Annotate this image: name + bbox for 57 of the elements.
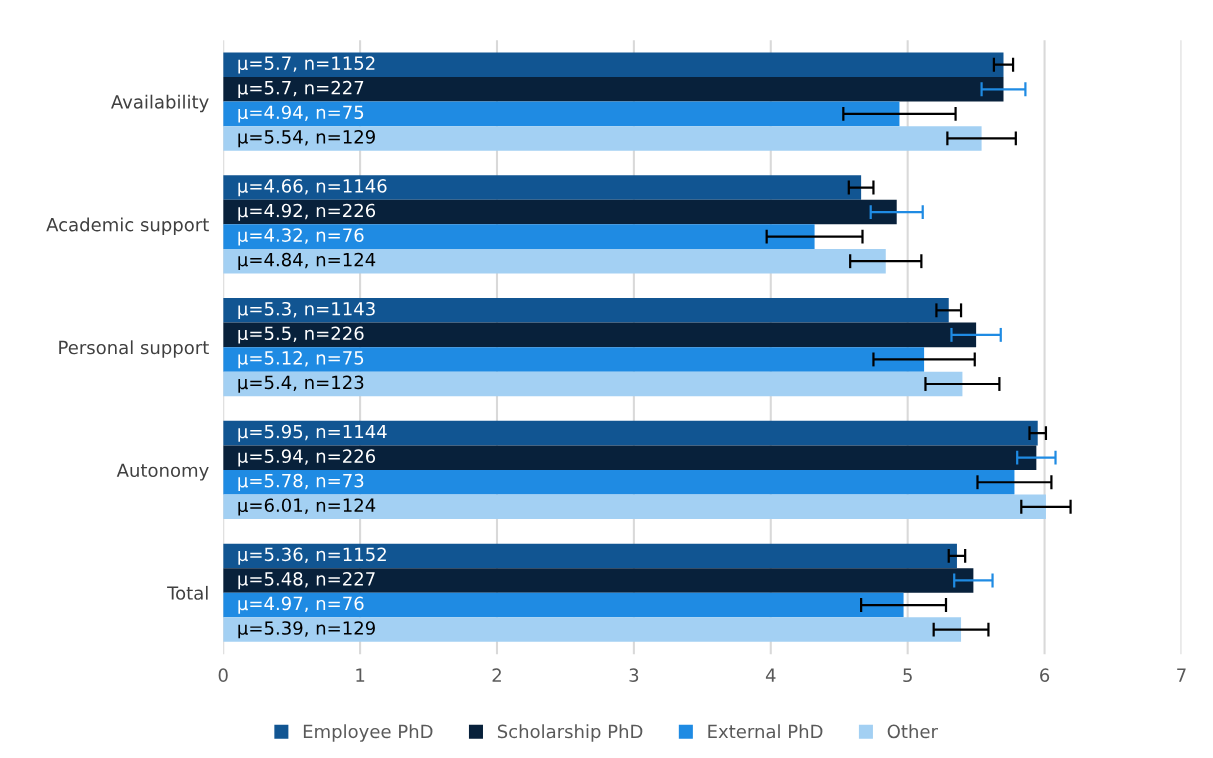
data-label: μ=5.4, n=123 (238, 375, 364, 393)
bar (223, 371, 963, 397)
data-label: μ=5.94, n=226 (238, 449, 376, 467)
legend-label: External PhD (708, 724, 823, 739)
data-label: μ=5.48, n=227 (238, 572, 375, 590)
data-label: μ=5.36, n=1152 (238, 547, 386, 565)
data-label: μ=5.7, n=227 (238, 80, 364, 99)
bar (223, 617, 962, 642)
data-label: μ=4.94, n=75 (238, 105, 364, 123)
legend-label: Scholarship PhD (497, 724, 643, 742)
bar (223, 298, 949, 323)
y-tick-label: Availability (111, 94, 209, 113)
data-label: μ=4.32, n=76 (238, 228, 364, 246)
x-tick-label: 3 (629, 668, 639, 683)
bar (223, 469, 1015, 495)
legend-label: Employee PhD (303, 724, 433, 742)
data-label: μ=5.7, n=1152 (238, 56, 375, 74)
data-label: μ=5.3, n=1143 (238, 301, 375, 320)
bar (223, 248, 886, 274)
data-label: μ=5.12, n=75 (238, 351, 364, 369)
x-tick-label: 0 (218, 668, 228, 683)
bar (223, 445, 1037, 470)
bar (223, 77, 1004, 102)
bar (223, 175, 862, 200)
bar (223, 420, 1038, 446)
x-tick-label: 2 (492, 668, 501, 682)
bar (223, 543, 957, 569)
data-label: μ=4.66, n=1146 (238, 179, 387, 197)
x-tick-label: 7 (1177, 668, 1186, 682)
bar (223, 592, 904, 618)
legend-label: Other (887, 724, 938, 739)
data-label: μ=4.97, n=76 (238, 596, 364, 614)
bar (223, 224, 815, 249)
bar (223, 494, 1046, 520)
data-label: μ=5.78, n=73 (238, 473, 364, 491)
bar (223, 101, 900, 127)
bar (223, 347, 925, 372)
y-tick-label: Personal support (59, 340, 209, 358)
x-tick-label: 1 (356, 668, 365, 682)
data-label: μ=5.95, n=1144 (238, 424, 387, 442)
bar (223, 568, 974, 593)
data-label: μ=4.92, n=226 (238, 203, 376, 221)
bar (223, 52, 1004, 78)
data-label: μ=5.5, n=226 (238, 326, 364, 344)
y-tick-label: Autonomy (116, 463, 209, 481)
data-label: μ=5.54, n=129 (238, 129, 375, 148)
x-tick-label: 6 (1040, 668, 1050, 683)
y-tick-label: Total (167, 585, 208, 600)
data-label: μ=4.84, n=124 (238, 252, 376, 270)
data-label: μ=5.39, n=129 (238, 621, 375, 639)
x-tick-label: 5 (903, 668, 912, 683)
x-tick-label: 4 (765, 668, 776, 682)
bar (223, 322, 977, 348)
y-tick-label: Academic support (46, 217, 209, 235)
bar (223, 199, 897, 225)
bar (223, 126, 982, 151)
data-label: μ=6.01, n=124 (238, 498, 376, 516)
